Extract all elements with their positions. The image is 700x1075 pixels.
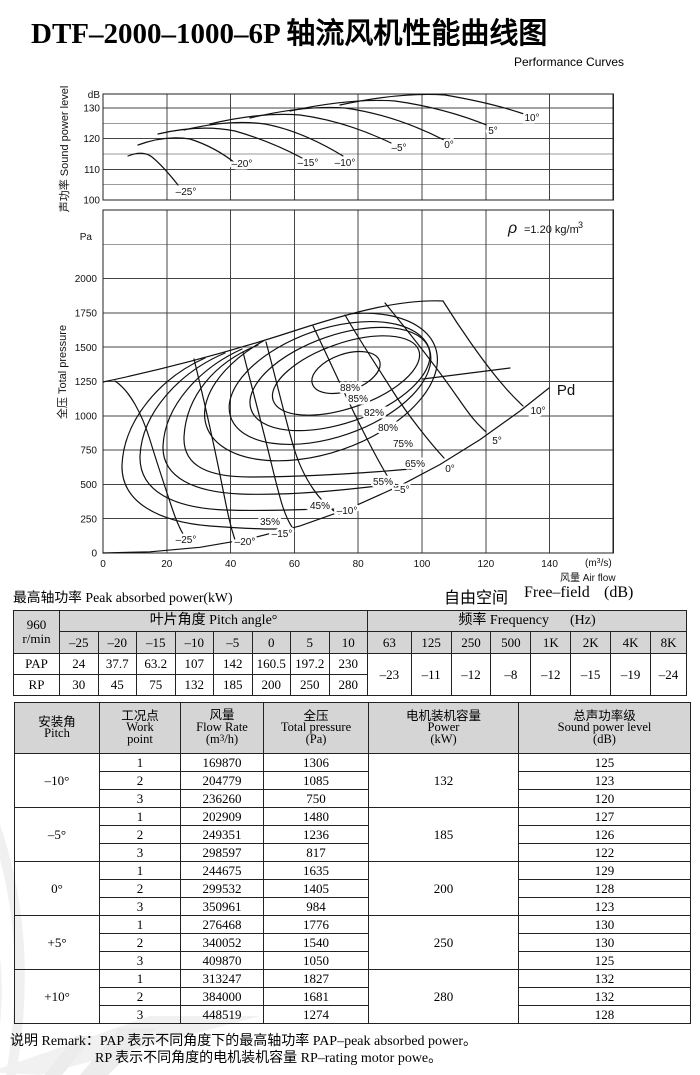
svg-text:–25°: –25°: [176, 187, 197, 198]
svg-text:100: 100: [83, 196, 100, 207]
svg-text:40: 40: [225, 559, 237, 570]
svg-text:80%: 80%: [378, 423, 398, 434]
svg-text:(m3/s): (m3/s): [585, 558, 612, 569]
svg-text:5°: 5°: [488, 126, 498, 137]
svg-text:100: 100: [414, 559, 431, 570]
svg-text:1000: 1000: [75, 411, 98, 422]
svg-text:–15°: –15°: [298, 158, 319, 169]
svg-text:55%: 55%: [373, 477, 393, 488]
svg-text:0: 0: [91, 549, 97, 560]
svg-text:–25°: –25°: [176, 535, 197, 546]
svg-text:1250: 1250: [75, 377, 98, 388]
svg-text:750: 750: [80, 446, 97, 457]
svg-text:–20°: –20°: [235, 537, 256, 548]
svg-text:–5°: –5°: [391, 143, 406, 154]
svg-text:120: 120: [83, 134, 100, 145]
svg-text:0: 0: [100, 559, 106, 570]
svg-text:45%: 45%: [310, 501, 330, 512]
svg-text:88%: 88%: [340, 383, 360, 394]
svg-text:2000: 2000: [75, 274, 98, 285]
svg-text:Pa: Pa: [80, 232, 93, 243]
svg-text:10°: 10°: [530, 406, 545, 417]
svg-text:=1.20 kg/m: =1.20 kg/m: [524, 224, 579, 236]
svg-text:1500: 1500: [75, 343, 98, 354]
svg-text:10°: 10°: [524, 113, 539, 124]
svg-text:–20°: –20°: [232, 159, 253, 170]
svg-text:140: 140: [541, 559, 558, 570]
svg-text:0°: 0°: [444, 140, 454, 151]
svg-text:风量 Air flow: 风量 Air flow: [560, 572, 616, 584]
svg-text:65%: 65%: [405, 459, 425, 470]
svg-text:–15°: –15°: [272, 529, 293, 540]
svg-text:85%: 85%: [348, 394, 368, 405]
svg-text:0°: 0°: [445, 464, 455, 475]
svg-text:120: 120: [477, 559, 494, 570]
svg-text:60: 60: [289, 559, 301, 570]
svg-text:3: 3: [578, 220, 583, 230]
svg-text:130: 130: [83, 104, 100, 115]
svg-text:20: 20: [161, 559, 173, 570]
svg-text:75%: 75%: [393, 439, 413, 450]
svg-text:35%: 35%: [260, 517, 280, 528]
svg-text:–5°: –5°: [394, 485, 409, 496]
svg-text:–10°: –10°: [337, 506, 358, 517]
svg-text:ρ: ρ: [507, 220, 517, 237]
svg-text:声功率 Sound power level: 声功率 Sound power level: [57, 86, 71, 213]
svg-text:1750: 1750: [75, 309, 98, 320]
svg-text:5°: 5°: [492, 436, 502, 447]
svg-text:–10°: –10°: [335, 158, 356, 169]
svg-text:250: 250: [80, 514, 97, 525]
svg-text:全压 Total pressure: 全压 Total pressure: [55, 325, 69, 419]
svg-text:dB: dB: [88, 90, 101, 101]
svg-text:110: 110: [84, 165, 100, 176]
svg-text:Pd: Pd: [557, 382, 575, 399]
svg-text:82%: 82%: [364, 408, 384, 419]
svg-text:500: 500: [80, 480, 97, 491]
svg-text:80: 80: [353, 559, 365, 570]
